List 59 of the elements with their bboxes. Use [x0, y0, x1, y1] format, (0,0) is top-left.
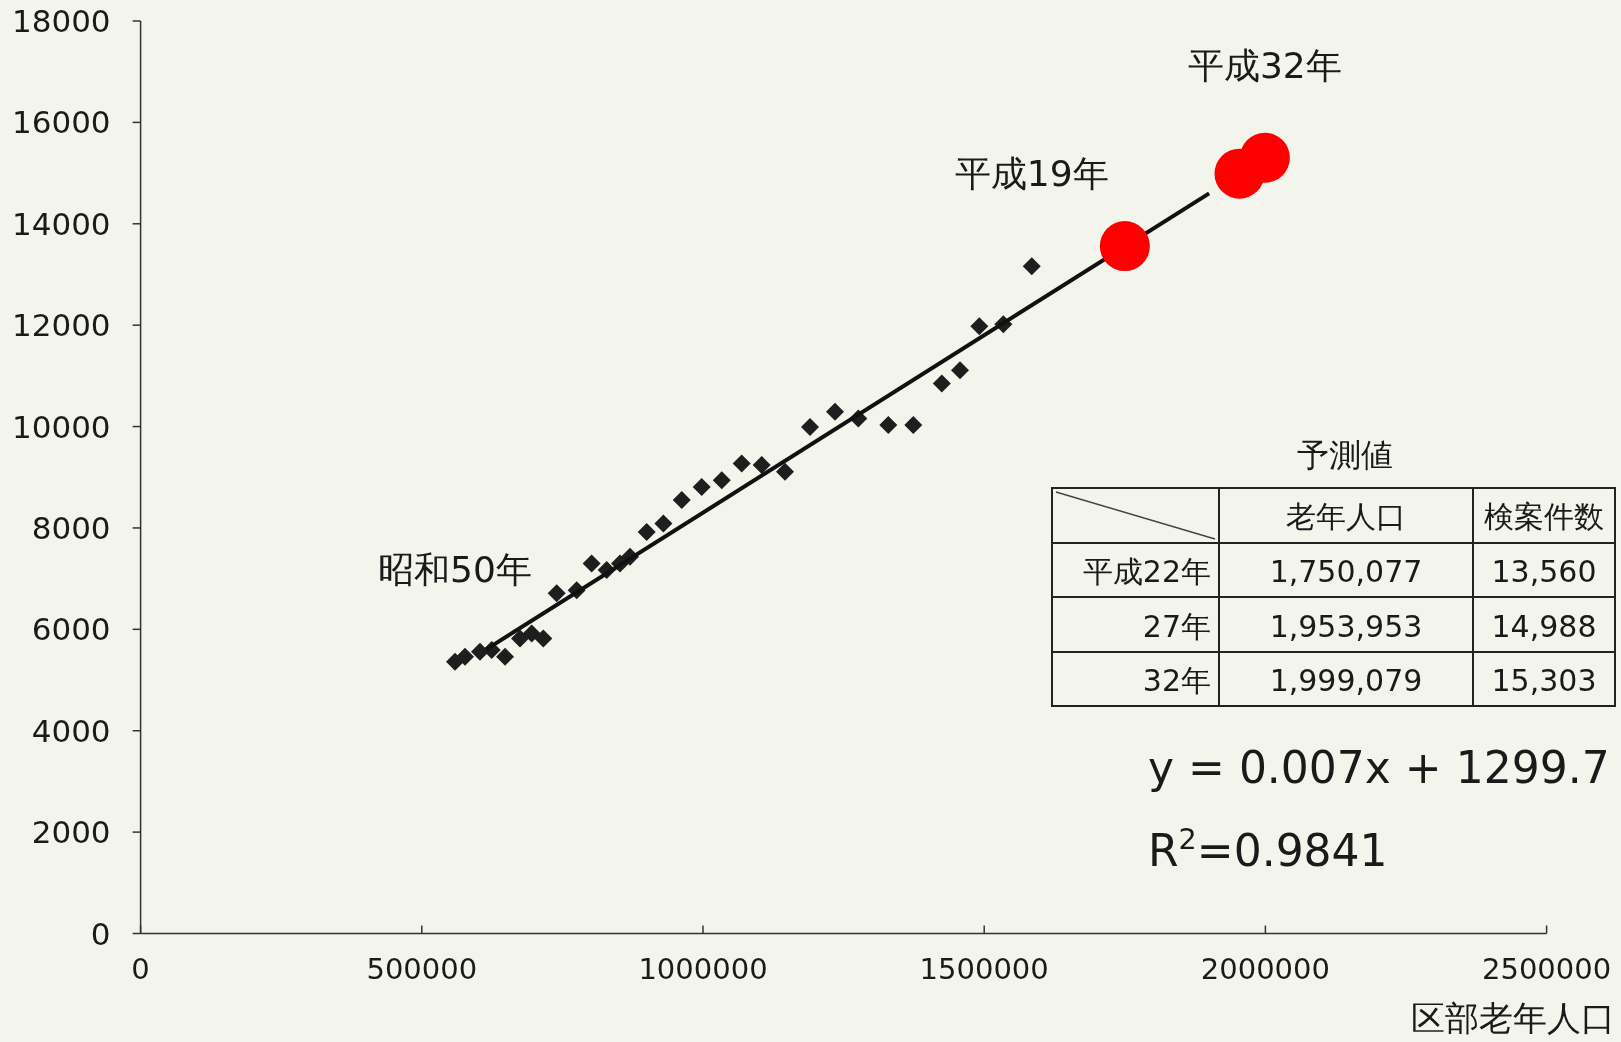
point [654, 514, 673, 533]
y-tick-label: 4000 [31, 712, 111, 749]
y-tick-label: 2000 [31, 814, 111, 851]
annotation: 13,560 [1491, 554, 1597, 589]
point [732, 454, 751, 473]
point [776, 462, 794, 481]
y-tick-label: 0 [90, 915, 111, 952]
point [801, 418, 820, 437]
y-tick-label: 16000 [11, 104, 111, 141]
point [951, 361, 970, 380]
x-tick-label: 500000 [366, 951, 478, 986]
annotation: 検案件数 [1484, 499, 1604, 534]
annotation: 1,953,953 [1269, 609, 1423, 644]
point [496, 647, 515, 666]
point [511, 629, 529, 648]
point [692, 477, 711, 496]
annotation: 14,988 [1491, 609, 1597, 644]
annotation: 15,303 [1491, 663, 1597, 698]
annotation: 32年 [1142, 663, 1211, 698]
annotation: 27年 [1142, 609, 1211, 644]
y-tick-label: 8000 [31, 509, 111, 546]
point [522, 624, 541, 643]
point [1022, 257, 1041, 276]
point [826, 402, 844, 421]
point [879, 416, 898, 435]
x-tick-label: 2500000 [1482, 951, 1612, 986]
x-axis-title: 区部老年人口 [1411, 998, 1615, 1038]
annotation: 1,999,079 [1269, 663, 1423, 698]
y-tick-label: 14000 [11, 205, 111, 242]
annotation: 1,750,077 [1269, 554, 1423, 589]
annotation: 平成22年 [1082, 554, 1211, 589]
point [672, 491, 691, 510]
x-tick-label: 0 [131, 951, 150, 986]
annotation: y = 0.007x + 1299.7 [1148, 742, 1610, 793]
point [904, 416, 923, 435]
annotation: 老年人口 [1286, 499, 1406, 534]
point [932, 374, 951, 393]
point [455, 647, 474, 666]
point [752, 456, 771, 475]
point [970, 317, 989, 336]
x-tick-label: 1500000 [919, 951, 1049, 986]
point [712, 471, 731, 490]
point [1239, 132, 1290, 183]
x-tick-label: 1000000 [638, 951, 768, 986]
annotation: 昭和50年 [378, 548, 532, 590]
annotation: 予測値 [1297, 436, 1393, 474]
point [534, 629, 553, 648]
point [582, 554, 601, 573]
annotation: R$^{2}$=0.9841 [1148, 822, 1388, 876]
x-tick-label: 2000000 [1200, 951, 1330, 986]
y-tick-label: 12000 [11, 307, 111, 344]
annotation: 平成19年 [954, 153, 1109, 195]
y-tick-label: 6000 [31, 611, 111, 648]
point [637, 523, 656, 541]
y-tick-label: 10000 [11, 408, 111, 445]
y-tick-label: 18000 [11, 3, 111, 39]
point [1099, 221, 1150, 272]
point [547, 584, 566, 603]
annotation: 平成32年 [1187, 44, 1342, 86]
